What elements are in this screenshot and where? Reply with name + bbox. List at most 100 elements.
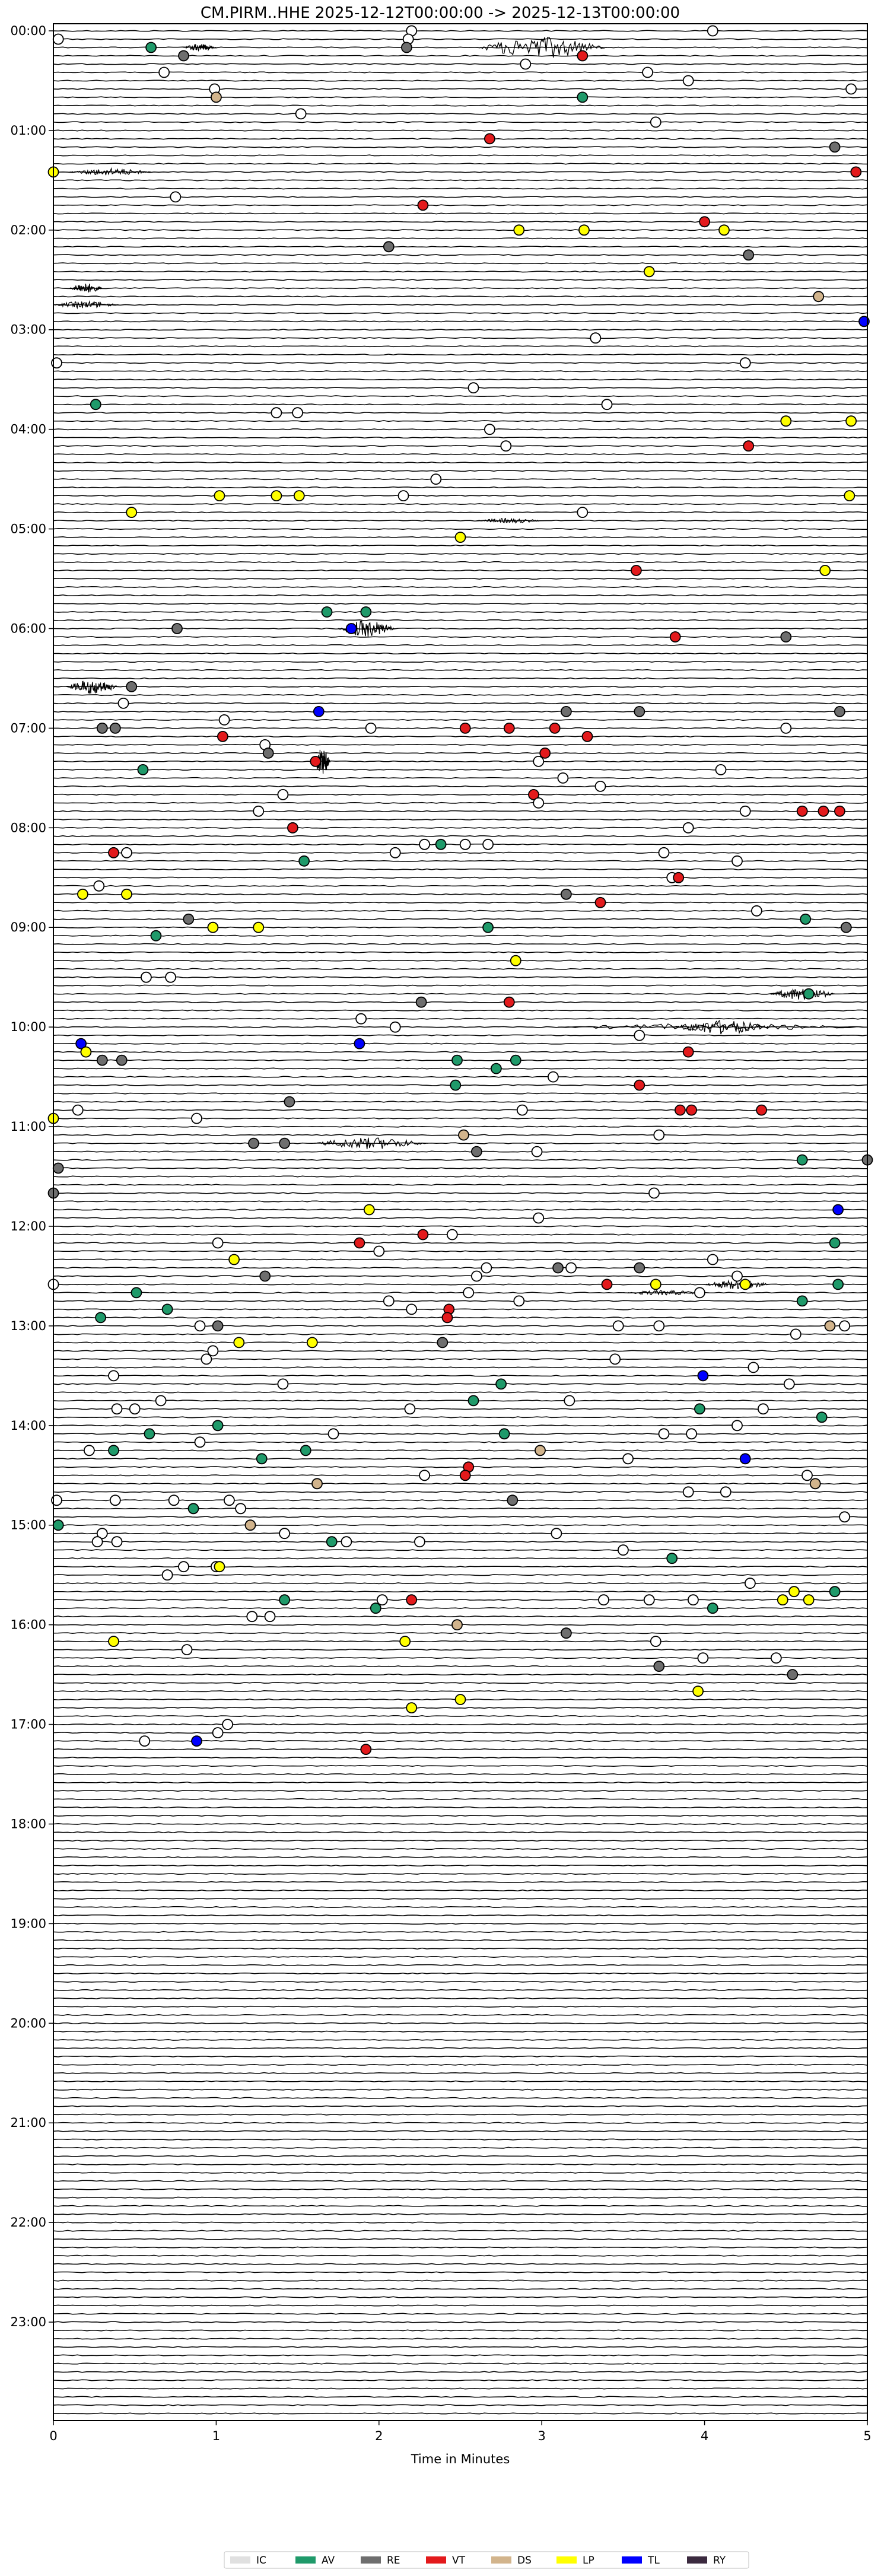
event-marker-av: [370, 1602, 381, 1614]
signal-bursts: [53, 37, 867, 1296]
trace-line: [53, 2338, 868, 2340]
trace-line: [53, 1516, 868, 1518]
trace-line: [53, 602, 868, 605]
event-marker-av: [498, 1428, 510, 1440]
event-marker-ic: [111, 1536, 123, 1548]
burst-waveform: [69, 167, 151, 176]
trace-line: [53, 1715, 868, 1718]
event-marker-ds: [458, 1129, 469, 1141]
trace-line: [53, 669, 868, 672]
x-tick-label: 4: [701, 2429, 708, 2443]
event-marker-av: [510, 1054, 521, 1066]
trace-line: [53, 702, 868, 704]
trace-line: [53, 1159, 868, 1161]
trace-line: [53, 212, 868, 215]
event-marker-tl: [75, 1038, 87, 1050]
event-marker-re: [561, 706, 572, 717]
trace-line: [53, 1789, 868, 1792]
trace-line: [53, 2080, 868, 2082]
trace-line: [53, 2097, 868, 2099]
event-marker-ic: [430, 473, 442, 485]
trace-line: [53, 1383, 868, 1385]
trace-line: [53, 254, 868, 256]
event-marker-ic: [739, 805, 751, 817]
trace-line: [53, 520, 868, 522]
trace-line: [53, 1242, 868, 1244]
y-tick-label: 08:00: [10, 820, 46, 835]
trace-line: [53, 104, 868, 107]
event-marker-vt: [310, 756, 322, 767]
event-marker-re: [552, 1262, 564, 1274]
y-tick-label: 04:00: [10, 422, 46, 437]
trace-line: [53, 2196, 868, 2199]
event-marker-ic: [178, 1561, 189, 1573]
trace-line: [53, 1441, 868, 1443]
event-marker-ic: [650, 1636, 661, 1648]
event-marker-av: [360, 606, 372, 618]
trace-line: [53, 2254, 868, 2257]
trace-line: [53, 362, 868, 364]
event-marker-ic: [389, 1021, 401, 1033]
event-marker-ic: [650, 116, 661, 128]
event-marker-av: [482, 921, 494, 933]
event-marker-av: [108, 1445, 119, 1456]
event-marker-re: [126, 681, 138, 692]
trace-line: [53, 553, 868, 555]
event-marker-ic: [686, 1428, 697, 1440]
y-tick-label: 07:00: [10, 721, 46, 735]
trace-line: [53, 1964, 867, 1966]
legend-label-re: RE: [387, 2555, 400, 2567]
legend-swatch-tl: [622, 2556, 642, 2564]
event-marker-av: [694, 1403, 705, 1415]
trace-line: [53, 2022, 868, 2024]
trace-line: [53, 810, 868, 812]
trace-line: [53, 1300, 868, 1302]
event-marker-vt: [669, 631, 681, 643]
event-marker-ic: [222, 1719, 234, 1731]
event-marker-ic: [682, 75, 694, 87]
event-marker-ic: [642, 66, 653, 78]
event-marker-av: [161, 1303, 173, 1315]
legend-label-lp: LP: [583, 2555, 594, 2567]
trace-line: [53, 71, 868, 74]
event-marker-vt: [594, 896, 606, 908]
trace-line: [53, 1258, 868, 1261]
y-tick-label: 03:00: [10, 323, 46, 337]
trace-line: [53, 1781, 868, 1784]
event-marker-lp: [788, 1586, 800, 1598]
event-marker-re: [383, 241, 395, 253]
trace-line: [53, 528, 868, 530]
trace-line: [53, 694, 868, 696]
trace-line: [53, 1167, 867, 1169]
event-marker-ic: [551, 1528, 562, 1540]
legend-swatch-re: [361, 2556, 381, 2564]
event-marker-av: [212, 1420, 224, 1432]
y-tick-label: 10:00: [10, 1020, 46, 1034]
trace-line: [53, 677, 868, 680]
trace-line: [53, 246, 868, 248]
trace-line: [53, 2346, 868, 2348]
event-marker-ic: [376, 1594, 388, 1606]
event-marker-vt: [503, 996, 515, 1008]
trace-line: [53, 1076, 868, 1078]
y-tick-label: 16:00: [10, 1618, 46, 1632]
event-marker-av: [90, 399, 101, 411]
trace-line: [53, 976, 868, 978]
trace-line: [53, 752, 868, 754]
event-marker-ds: [311, 1478, 323, 1490]
event-marker-av: [796, 1295, 808, 1307]
event-marker-ic: [170, 191, 182, 203]
trace-line: [53, 2122, 868, 2124]
event-marker-lp: [739, 1279, 751, 1290]
trace-line: [53, 1449, 868, 1452]
x-axis-ticks: 0 1 2 3 4 5: [49, 2421, 872, 2443]
event-marker-ic: [139, 1735, 151, 1747]
event-marker-ic: [51, 357, 62, 369]
y-tick-label: 14:00: [10, 1419, 46, 1433]
legend-swatch-lp: [556, 2556, 577, 2564]
trace-line: [53, 1889, 868, 1891]
event-marker-ic: [194, 1436, 206, 1448]
trace-line: [53, 1723, 868, 1726]
trace-line: [53, 868, 868, 870]
trace-line: [53, 503, 868, 505]
